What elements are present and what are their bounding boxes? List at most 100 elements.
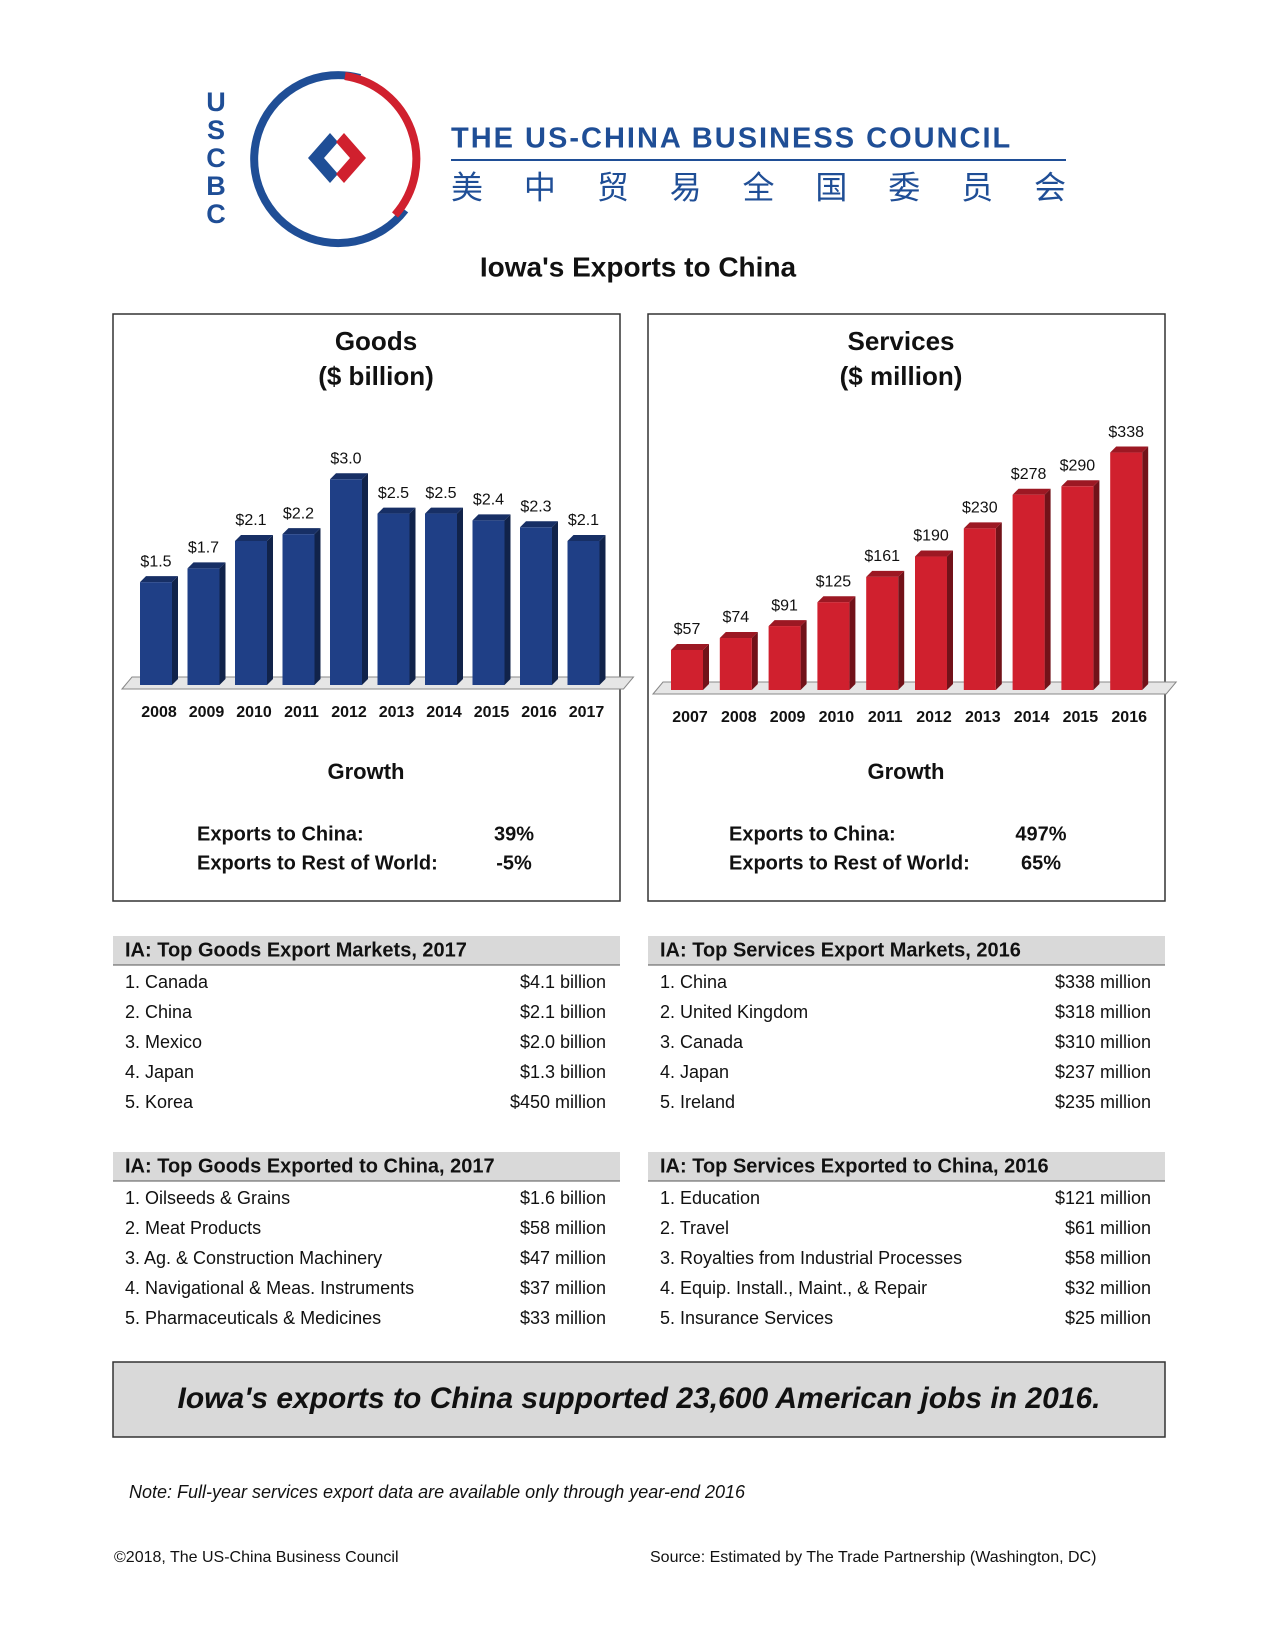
bar-side — [504, 514, 511, 685]
bar — [915, 556, 947, 690]
value-label: $2.1 — [568, 512, 599, 529]
table-header — [113, 1152, 620, 1181]
table-value: $58 million — [1065, 1248, 1151, 1268]
bar-side — [219, 562, 226, 685]
bar — [235, 541, 267, 685]
table-value: $61 million — [1065, 1218, 1151, 1238]
bar — [377, 513, 410, 685]
bar-top — [140, 576, 178, 583]
growth-label: Exports to Rest of World: — [197, 852, 438, 874]
value-label: $1.7 — [188, 540, 219, 557]
goods-panel — [112, 313, 621, 902]
value-label: $57 — [674, 621, 701, 638]
bar-side — [267, 535, 273, 685]
bar-side — [751, 632, 758, 690]
bar-top — [719, 632, 758, 639]
table-item: 3. Canada — [660, 1032, 744, 1052]
value-label: $2.2 — [283, 505, 314, 522]
banner-text: Iowa's exports to China supported 23,600… — [178, 1382, 1101, 1415]
table-value: $33 million — [520, 1308, 606, 1328]
x-tick-label: 2009 — [189, 704, 225, 721]
x-tick-label: 2016 — [1111, 709, 1147, 726]
table-item: 3. Ag. & Construction Machinery — [125, 1248, 382, 1268]
bar — [671, 649, 703, 690]
growth-label: Exports to China: — [197, 823, 364, 845]
bar-side — [947, 550, 953, 690]
growth-title: Growth — [868, 759, 945, 784]
table-item: 1. Oilseeds & Grains — [125, 1188, 290, 1208]
bar — [140, 582, 172, 685]
bar — [963, 528, 996, 690]
bar-side — [409, 507, 416, 685]
value-label: $161 — [864, 548, 900, 565]
bar — [768, 626, 801, 690]
bar-side — [599, 535, 606, 685]
value-label: $2.3 — [520, 499, 551, 516]
note: Note: Full-year services export data are… — [129, 1482, 746, 1502]
bar-top — [235, 535, 273, 541]
table-value: $450 million — [510, 1092, 606, 1112]
logo-letter: B — [206, 171, 226, 201]
bar-top — [282, 528, 321, 535]
bar-top — [768, 620, 807, 627]
x-tick-label: 2016 — [521, 704, 557, 721]
bar — [425, 513, 457, 685]
bar-side — [314, 528, 321, 685]
bar-top — [330, 473, 368, 480]
value-label: $2.5 — [378, 485, 409, 502]
x-tick-label: 2008 — [141, 704, 177, 721]
value-label: $338 — [1108, 424, 1144, 441]
table-item: 4. Equip. Install., Maint., & Repair — [660, 1278, 927, 1298]
bar-top — [472, 514, 511, 521]
table-value: $338 million — [1055, 972, 1151, 992]
table-item: 5. Korea — [125, 1092, 194, 1112]
table-value: $310 million — [1055, 1032, 1151, 1052]
value-label: $2.4 — [473, 492, 504, 509]
footer-left: ©2018, The US-China Business Council — [114, 1549, 399, 1566]
table-value: $2.1 billion — [520, 1002, 606, 1022]
bar-top — [377, 507, 416, 514]
logo-chevron-blue — [308, 133, 338, 183]
bar-top — [1061, 480, 1100, 487]
growth-value: 39% — [494, 823, 534, 845]
bar-side — [800, 620, 807, 690]
bar-top — [1012, 488, 1051, 495]
bar — [719, 638, 752, 690]
growth-value: -5% — [496, 852, 532, 874]
growth-value: 497% — [1015, 823, 1066, 845]
bar — [520, 527, 552, 685]
bar — [187, 568, 220, 685]
bar-top — [187, 562, 226, 569]
bar — [330, 479, 362, 685]
table-item: 2. Travel — [660, 1218, 729, 1238]
table-item: 4. Japan — [125, 1062, 194, 1082]
table-item: 5. Pharmaceuticals & Medicines — [125, 1308, 381, 1328]
growth-label: Exports to Rest of World: — [729, 852, 970, 874]
table-item: 2. United Kingdom — [660, 1002, 808, 1022]
bar-top — [817, 596, 856, 603]
table-item: 4. Navigational & Meas. Instruments — [125, 1278, 414, 1298]
value-label: $74 — [722, 609, 749, 626]
logo-letter: U — [206, 87, 226, 117]
bar-top — [567, 535, 606, 541]
table-value: $1.6 billion — [520, 1188, 606, 1208]
table-value: $32 million — [1065, 1278, 1151, 1298]
bar — [1110, 452, 1143, 690]
table-item: 5. Insurance Services — [660, 1308, 833, 1328]
logo-letter: S — [207, 115, 225, 145]
table-value: $237 million — [1055, 1062, 1151, 1082]
table-value: $318 million — [1055, 1002, 1151, 1022]
table-value: $235 million — [1055, 1092, 1151, 1112]
logo-arc-blue — [250, 71, 409, 248]
value-label: $278 — [1011, 466, 1047, 483]
logo-arc-red — [344, 72, 421, 218]
logo — [250, 71, 1066, 248]
org-name-chinese: 美 中 贸 易 全 国 委 员 会 — [451, 169, 1066, 205]
org-name: THE US-CHINA BUSINESS COUNCIL — [451, 123, 1012, 155]
bar-side — [898, 570, 905, 690]
bar-side — [172, 576, 178, 685]
bar-top — [671, 643, 709, 650]
table-item: 2. Meat Products — [125, 1218, 261, 1238]
bar — [1061, 486, 1094, 690]
growth-title: Growth — [328, 759, 405, 784]
